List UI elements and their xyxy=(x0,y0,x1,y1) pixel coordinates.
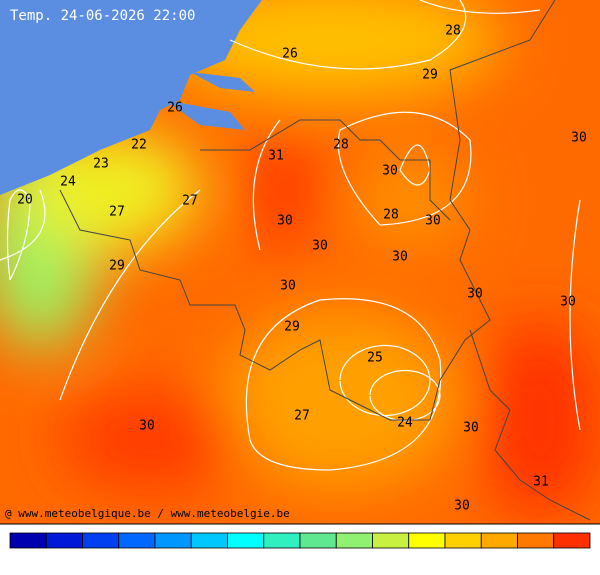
isotherm-label: 30 xyxy=(277,214,293,229)
isotherm-label: 29 xyxy=(422,68,438,83)
scale-segment xyxy=(517,532,555,549)
isotherm-label: 27 xyxy=(294,409,310,424)
isotherm-label: 30 xyxy=(560,295,576,310)
borders xyxy=(59,0,591,521)
scale-segment xyxy=(190,532,228,549)
isotherm-label: 23 xyxy=(93,157,109,172)
credit: @ www.meteobelgique.be / www.meteobelgie… xyxy=(5,507,290,520)
isotherm-label: 28 xyxy=(383,208,399,223)
isotherm-label: 30 xyxy=(382,164,398,179)
scale-segment xyxy=(480,532,518,549)
isotherm-label: 30 xyxy=(571,131,587,146)
isotherm-label: 27 xyxy=(109,205,125,220)
scale-segment xyxy=(553,532,591,549)
isotherm-label: 29 xyxy=(284,320,300,335)
scale-segment xyxy=(335,532,373,549)
isotherm-label: 30 xyxy=(392,250,408,265)
isotherm-label: 31 xyxy=(533,475,549,490)
isotherm-label: 26 xyxy=(167,101,183,116)
scale-segment xyxy=(154,532,192,549)
isotherms xyxy=(0,0,581,471)
isotherm-label: 26 xyxy=(282,47,298,62)
scale-segment xyxy=(444,532,482,549)
isotherm-label: 24 xyxy=(60,175,76,190)
isotherm-label: 30 xyxy=(280,279,296,294)
estuary xyxy=(165,72,255,130)
color-scale xyxy=(9,532,591,549)
scale-segment xyxy=(45,532,83,549)
isotherm-label: 30 xyxy=(312,239,328,254)
map-area: 26 28 29 26 30 31 28 30 22 23 24 20 27 27 28 30 30 30 30 29… xyxy=(0,0,600,524)
scale-segment xyxy=(118,532,156,549)
isotherm-label: 30 xyxy=(467,287,483,302)
map-title: Temp. 24-06-2026 22:00 xyxy=(10,8,195,24)
sea xyxy=(0,0,262,195)
scale-segment xyxy=(263,532,301,549)
isotherm-label: 20 xyxy=(17,193,33,208)
isotherm-label: 25 xyxy=(367,351,383,366)
isotherm-label: 24 xyxy=(397,416,413,431)
scale-segment xyxy=(227,532,265,549)
isotherm-label: 30 xyxy=(454,499,470,514)
scale-segment xyxy=(408,532,446,549)
scale-segment xyxy=(82,532,120,549)
isotherm-label: 30 xyxy=(463,421,479,436)
isotherm-label: 29 xyxy=(109,259,125,274)
isotherm-label: 31 xyxy=(268,149,284,164)
scale-segment xyxy=(9,532,47,549)
scale-segment xyxy=(299,532,337,549)
isotherm-label: 30 xyxy=(425,214,441,229)
isotherm-label: 28 xyxy=(333,138,349,153)
isotherm-label: 28 xyxy=(445,24,461,39)
scale-segment xyxy=(372,532,410,549)
isotherm-label: 22 xyxy=(131,138,147,153)
isotherm-label: 30 xyxy=(139,419,155,434)
isotherm-label: 27 xyxy=(182,194,198,209)
